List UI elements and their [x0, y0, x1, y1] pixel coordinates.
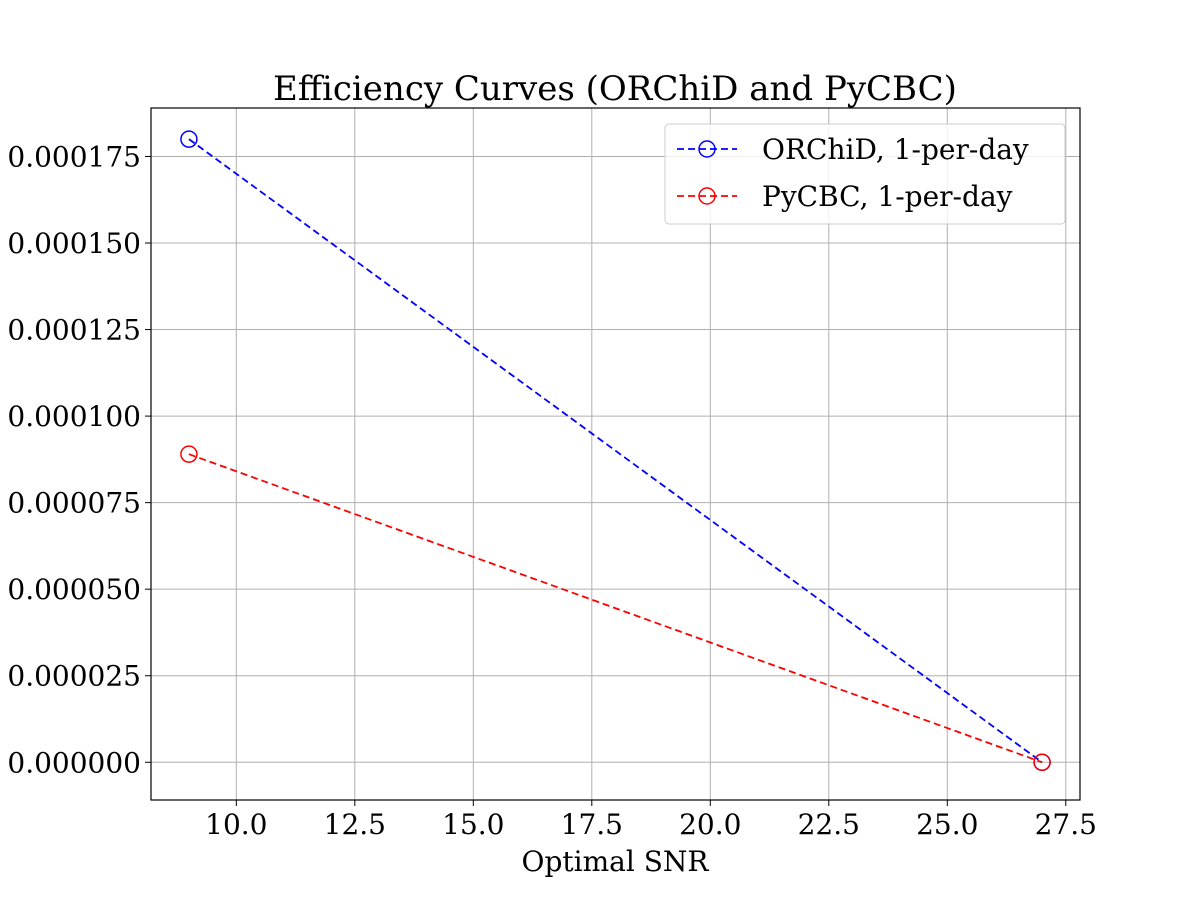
x-tick-label: 27.5 — [1035, 808, 1097, 841]
x-tick-label: 20.0 — [679, 808, 741, 841]
y-tick-label: 0.000175 — [7, 140, 141, 173]
y-tick-label: 0.000150 — [7, 227, 141, 260]
x-tick-label: 12.5 — [324, 808, 386, 841]
x-axis-title: Optimal SNR — [522, 845, 710, 878]
series-line-0 — [188, 138, 1043, 763]
x-tick-label: 17.5 — [561, 808, 623, 841]
y-tick-label: 0.000000 — [7, 746, 141, 779]
series-layer — [180, 130, 1051, 772]
series-1-point — [180, 445, 198, 463]
legend-marker-0 — [698, 140, 716, 158]
legend: ORChiD, 1-per-day PyCBC, 1-per-day — [664, 123, 1066, 225]
x-tick-label: 15.0 — [442, 808, 504, 841]
x-tick-label: 22.5 — [798, 808, 860, 841]
x-tick-label: 10.0 — [205, 808, 267, 841]
legend-label-1: PyCBC, 1-per-day — [762, 180, 1013, 213]
x-tick-label: 25.0 — [916, 808, 978, 841]
y-ticks: 0.000000 0.000025 0.000050 0.000075 0.000100… — [7, 140, 151, 779]
series-0-point — [180, 130, 198, 148]
legend-label-0: ORChiD, 1-per-day — [762, 133, 1029, 166]
y-tick-label: 0.000100 — [7, 400, 141, 433]
series-line-1 — [188, 453, 1043, 764]
legend-marker-1 — [698, 187, 716, 205]
y-tick-label: 0.000050 — [7, 573, 141, 606]
plot-frame — [150, 107, 1081, 801]
chart-title: Efficiency Curves (ORChiD and PyCBC) — [273, 69, 957, 109]
y-tick-label: 0.000025 — [7, 660, 141, 693]
y-tick-label: 0.000125 — [7, 314, 141, 347]
x-ticks: 10.0 12.5 15.0 17.5 20.0 22.5 25.0 27.5 — [205, 800, 1097, 841]
series-1-point — [1033, 753, 1051, 772]
legend-box — [664, 123, 1066, 225]
y-tick-label: 0.000075 — [7, 487, 141, 520]
